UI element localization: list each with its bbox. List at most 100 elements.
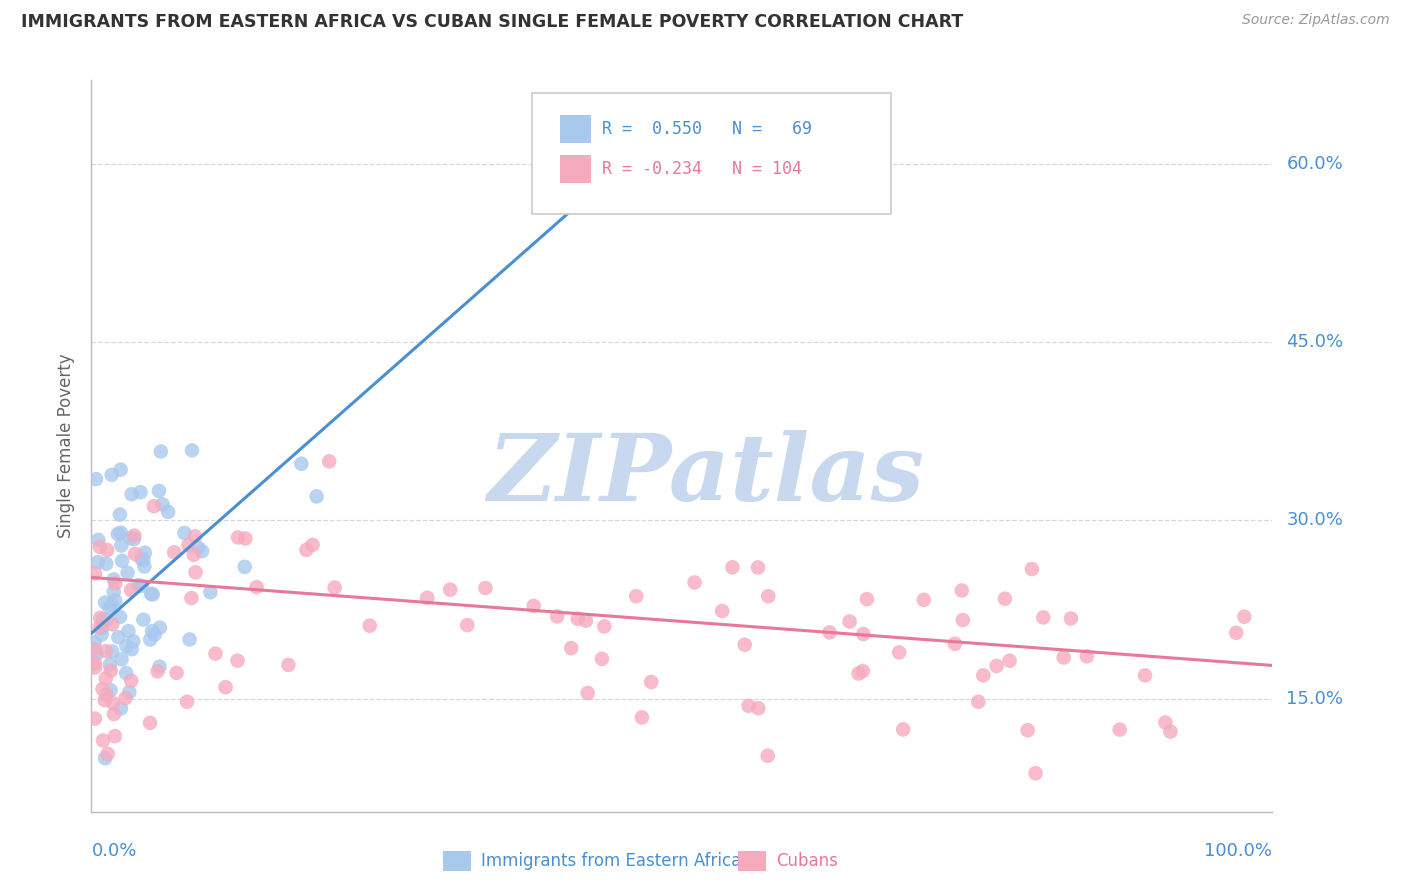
Point bbox=[818, 625, 841, 640]
Point bbox=[998, 654, 1021, 668]
Point bbox=[191, 544, 214, 558]
Point bbox=[118, 685, 141, 699]
Point bbox=[110, 525, 132, 540]
Point bbox=[86, 647, 108, 661]
Point bbox=[187, 541, 209, 555]
Point bbox=[131, 552, 153, 566]
Point bbox=[711, 604, 734, 618]
Point bbox=[148, 483, 170, 498]
Point bbox=[737, 698, 759, 713]
Point bbox=[89, 611, 111, 625]
Point bbox=[912, 592, 935, 607]
Point bbox=[523, 599, 546, 613]
Point bbox=[546, 609, 568, 624]
Point bbox=[204, 647, 226, 661]
Point bbox=[323, 581, 346, 595]
Point bbox=[98, 657, 121, 672]
Point bbox=[891, 723, 914, 737]
Point bbox=[318, 454, 340, 468]
Point bbox=[108, 508, 131, 522]
Point bbox=[107, 527, 129, 541]
Point bbox=[122, 634, 145, 648]
Text: Source: ZipAtlas.com: Source: ZipAtlas.com bbox=[1241, 13, 1389, 28]
Point bbox=[838, 615, 860, 629]
Point bbox=[416, 591, 439, 605]
Text: Cubans: Cubans bbox=[776, 852, 838, 870]
Point bbox=[91, 733, 114, 747]
Point bbox=[84, 660, 107, 674]
Point bbox=[952, 613, 974, 627]
Point bbox=[1225, 625, 1247, 640]
Point bbox=[143, 627, 166, 641]
Point bbox=[149, 444, 172, 458]
Point bbox=[94, 751, 117, 765]
Point bbox=[103, 573, 125, 587]
Point bbox=[200, 585, 222, 599]
Point bbox=[117, 624, 139, 639]
Point bbox=[943, 637, 966, 651]
Point bbox=[181, 443, 204, 458]
Point bbox=[108, 609, 131, 624]
Point bbox=[226, 654, 249, 668]
Text: 100.0%: 100.0% bbox=[1205, 842, 1272, 860]
Point bbox=[179, 632, 201, 647]
Point bbox=[177, 538, 200, 552]
Point bbox=[1021, 562, 1043, 576]
Point bbox=[91, 612, 114, 626]
Point bbox=[91, 621, 114, 635]
Point bbox=[121, 487, 143, 501]
Point bbox=[94, 693, 117, 707]
Point bbox=[233, 559, 256, 574]
Point bbox=[456, 618, 478, 632]
Point bbox=[166, 665, 188, 680]
Point bbox=[301, 538, 323, 552]
Point bbox=[84, 566, 107, 581]
Point bbox=[852, 664, 875, 678]
Point bbox=[560, 641, 582, 656]
Point bbox=[114, 691, 136, 706]
Point bbox=[1154, 715, 1177, 730]
Point bbox=[104, 593, 127, 607]
Point bbox=[87, 533, 110, 547]
Point bbox=[163, 545, 186, 559]
Point bbox=[856, 592, 879, 607]
Point bbox=[97, 747, 120, 761]
Point bbox=[183, 548, 205, 562]
Point bbox=[132, 553, 155, 567]
Point bbox=[117, 566, 139, 580]
Point bbox=[683, 575, 706, 590]
Point bbox=[87, 555, 110, 569]
Point bbox=[141, 624, 163, 639]
Point bbox=[567, 612, 589, 626]
Point bbox=[295, 542, 318, 557]
Point bbox=[89, 620, 111, 634]
Point bbox=[1053, 650, 1076, 665]
Point bbox=[132, 613, 155, 627]
Point bbox=[305, 489, 328, 503]
Point bbox=[115, 639, 138, 653]
Point bbox=[110, 463, 132, 477]
Point bbox=[94, 644, 117, 658]
Text: R = -0.234   N = 104: R = -0.234 N = 104 bbox=[602, 161, 803, 178]
Point bbox=[1133, 668, 1156, 682]
Point bbox=[640, 675, 662, 690]
Point bbox=[246, 580, 269, 594]
Point bbox=[756, 748, 779, 763]
Point bbox=[107, 630, 129, 644]
Point bbox=[1032, 610, 1054, 624]
Point bbox=[129, 485, 152, 500]
Point bbox=[111, 554, 134, 568]
Point bbox=[124, 547, 146, 561]
Text: IMMIGRANTS FROM EASTERN AFRICA VS CUBAN SINGLE FEMALE POVERTY CORRELATION CHART: IMMIGRANTS FROM EASTERN AFRICA VS CUBAN … bbox=[21, 13, 963, 31]
Point bbox=[96, 612, 118, 626]
Point bbox=[115, 666, 138, 681]
Point bbox=[176, 695, 198, 709]
Point bbox=[110, 652, 132, 666]
Point bbox=[226, 530, 249, 544]
Point bbox=[84, 472, 107, 486]
Point bbox=[98, 600, 121, 615]
Point bbox=[359, 618, 381, 632]
Point bbox=[96, 557, 118, 571]
Point bbox=[852, 627, 875, 641]
Point bbox=[110, 539, 132, 553]
